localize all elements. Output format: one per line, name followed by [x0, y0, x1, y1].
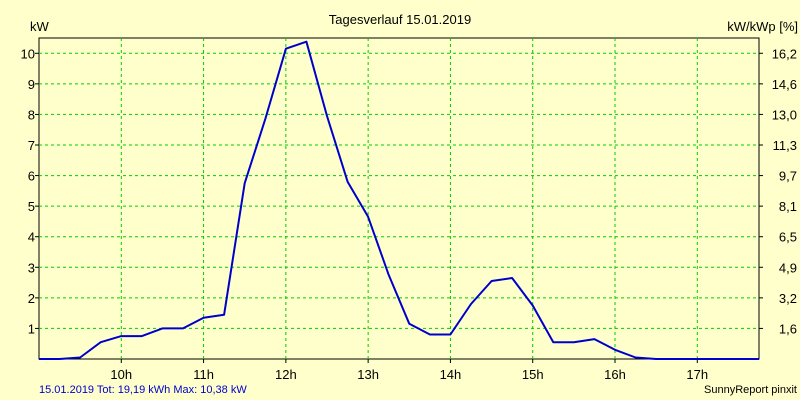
y-tick-label-left: 2 [28, 291, 35, 306]
y-tick-label-left: 9 [28, 77, 35, 92]
chart-title: Tagesverlauf 15.01.2019 [329, 12, 471, 27]
y-tick-label-left: 8 [28, 107, 35, 122]
y-tick-label-left: 3 [28, 260, 35, 275]
y-tick-label-right: 13,0 [772, 107, 797, 122]
x-tick-label: 14h [440, 367, 462, 382]
y-tick-label-right: 9,7 [779, 169, 797, 184]
y-tick-label-right: 3,2 [779, 291, 797, 306]
y-tick-label-right: 8,1 [779, 199, 797, 214]
y-tick-label-left: 10 [21, 46, 35, 61]
plot-frame [38, 37, 760, 360]
y-tick-label-left: 7 [28, 138, 35, 153]
plot-area [39, 40, 759, 360]
y-tick-label-left: 5 [28, 199, 35, 214]
grid [35, 37, 763, 363]
x-tick-label: 11h [193, 367, 214, 382]
x-tick-label: 12h [275, 367, 297, 382]
y-axis-right-label: kW/kWp [%] [727, 19, 798, 34]
y-tick-label-left: 6 [28, 169, 35, 184]
footer-summary: 15.01.2019 Tot: 19,19 kWh Max: 10,38 kW [39, 384, 247, 396]
x-tick-label: 15h [522, 367, 544, 382]
x-tick-label: 10h [110, 367, 132, 382]
x-tick-label: 16h [604, 367, 626, 382]
footer-credit: SunnyReport pinxit [704, 384, 797, 396]
y-tick-label-right: 14,6 [772, 77, 797, 92]
y-tick-label-left: 1 [28, 321, 35, 336]
y-tick-label-right: 6,5 [779, 230, 797, 245]
tick-labels: 1 1,6 2 3,2 3 4,9 4 6,5 5 8,1 6 9,7 7 11,3 8 13,0 9 14,6 1… [21, 46, 797, 382]
series-line-leistung [39, 40, 759, 360]
x-tick-label: 13h [357, 367, 379, 382]
y-tick-label-left: 4 [28, 230, 35, 245]
y-tick-label-right: 4,9 [779, 260, 797, 275]
y-tick-label-right: 11,3 [773, 138, 797, 153]
y-tick-label-right: 16,2 [772, 46, 797, 61]
y-tick-label-right: 1,6 [779, 321, 797, 336]
y-axis-left-label: kW [30, 19, 50, 34]
x-tick-label: 17h [686, 367, 708, 382]
